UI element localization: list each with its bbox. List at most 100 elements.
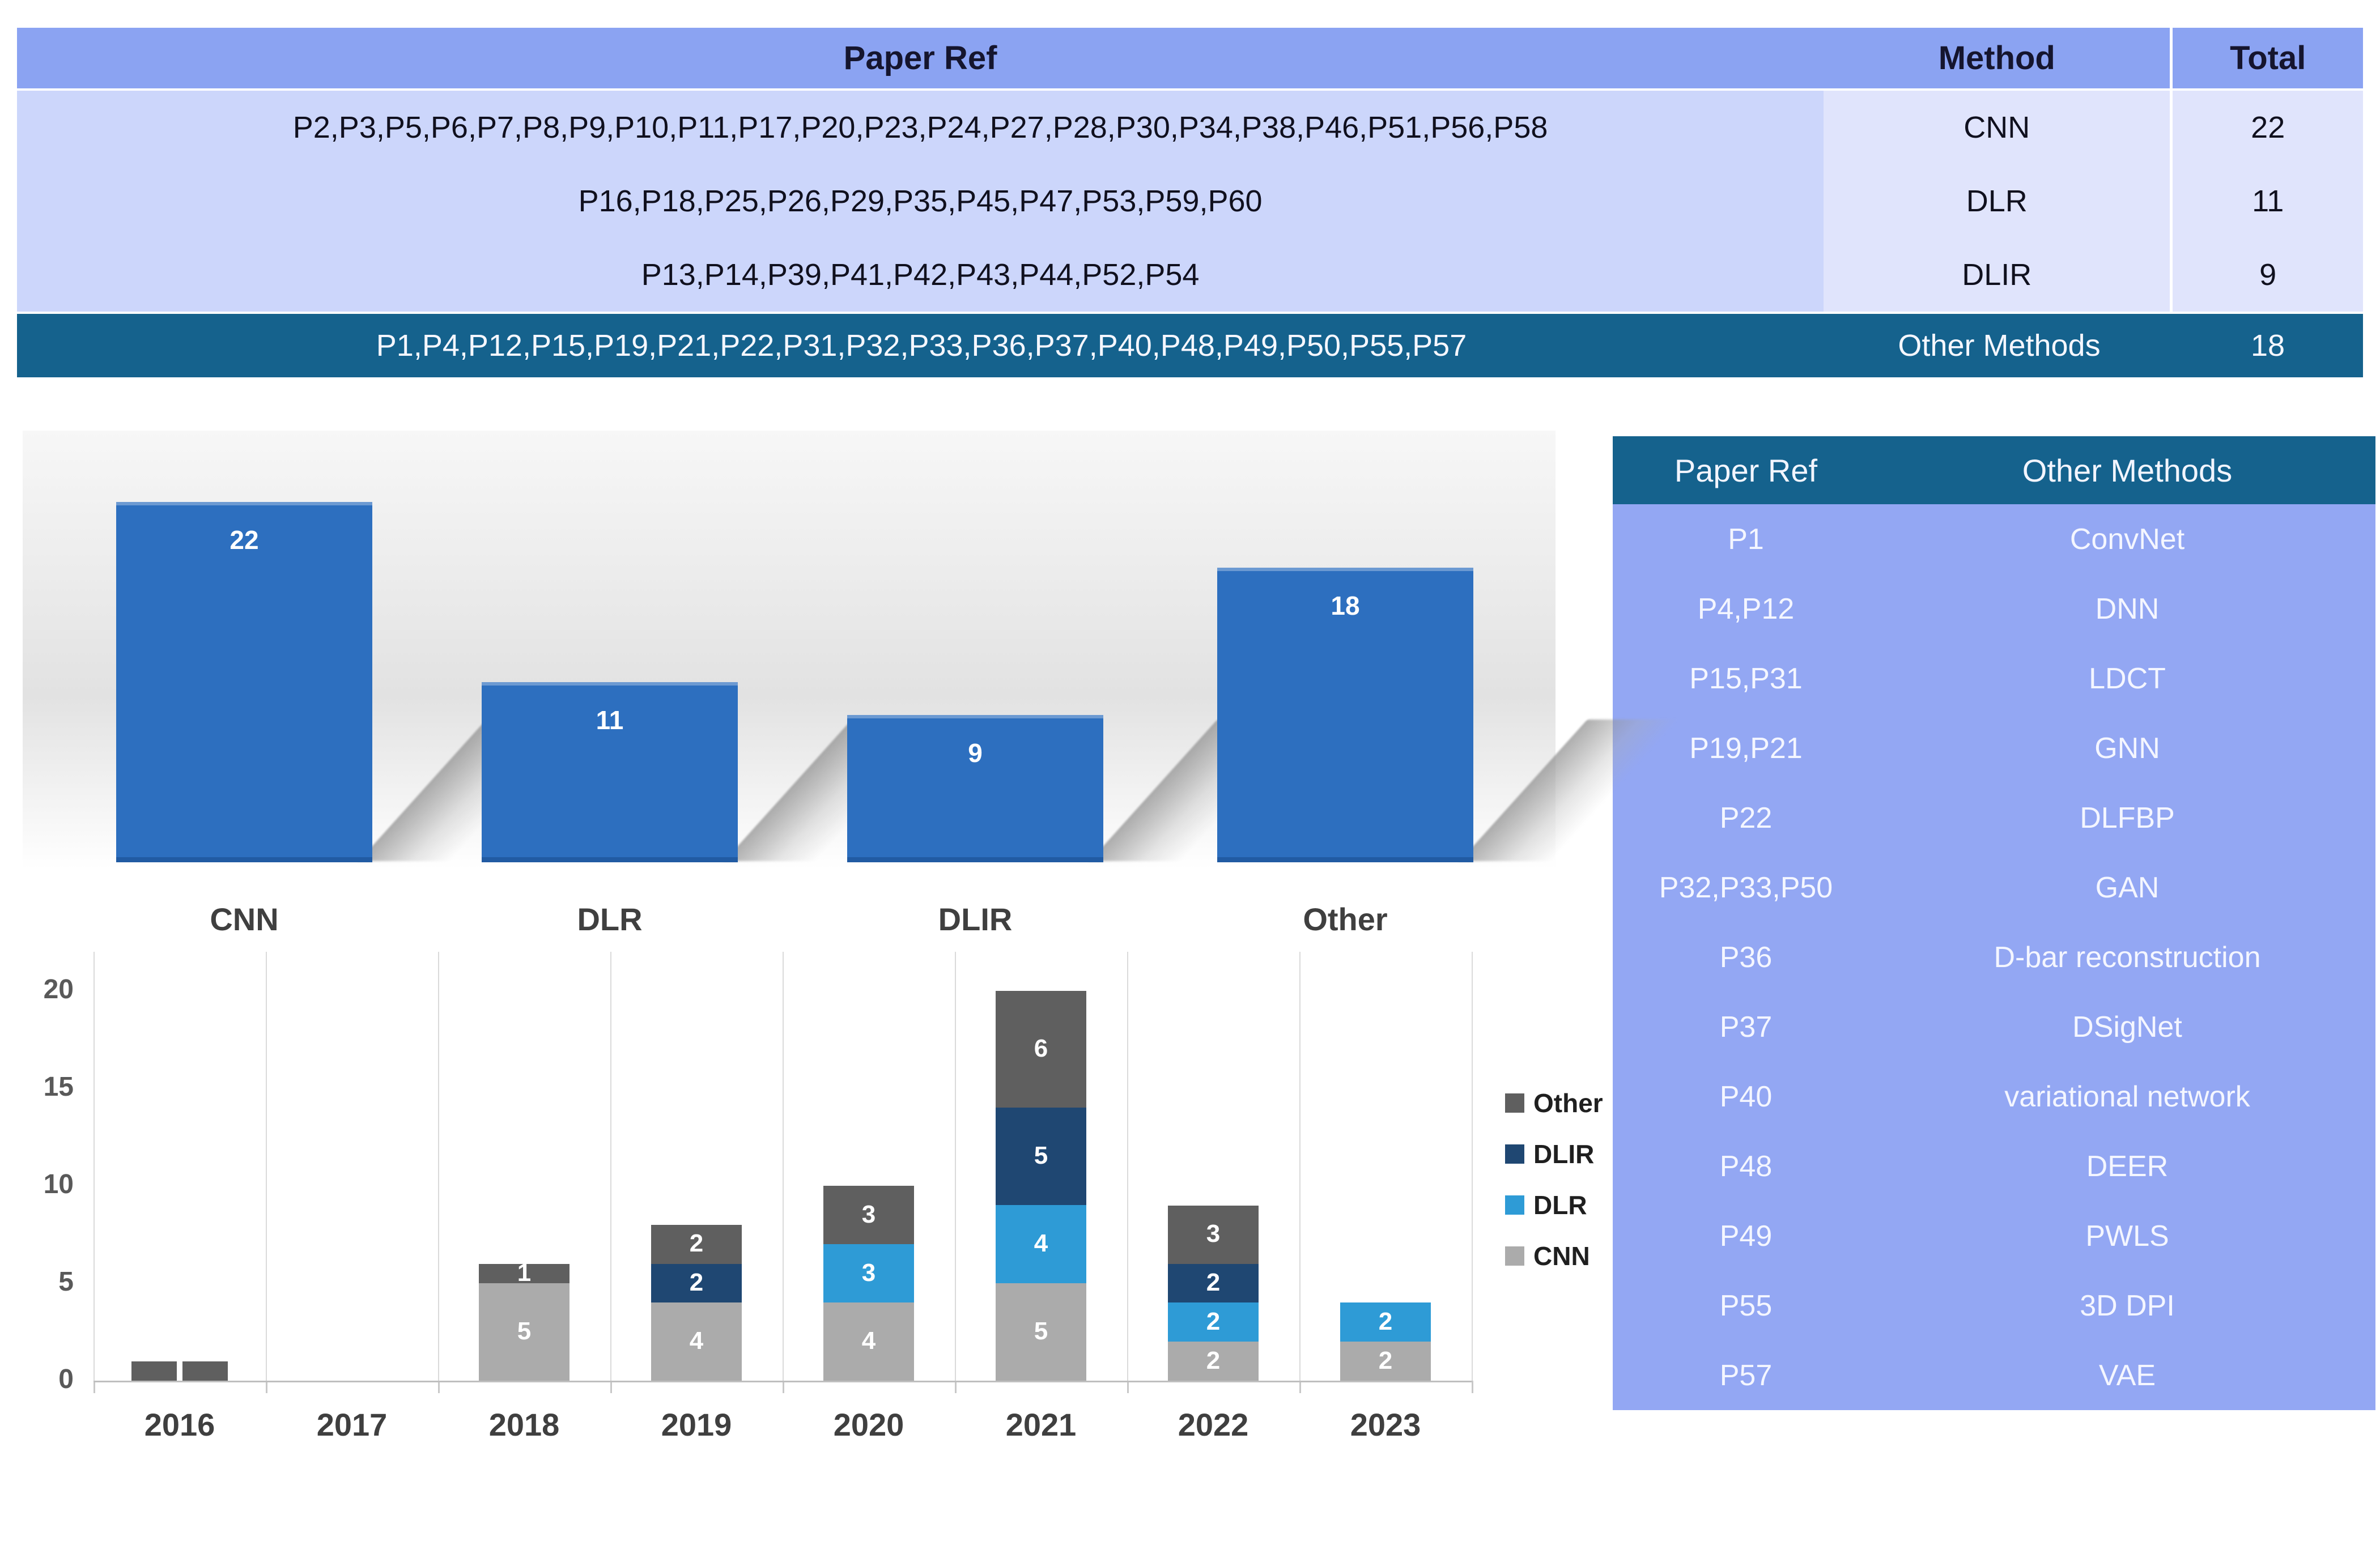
stack-segment-value: 2 [1378,1307,1393,1335]
y-axis-tick-label: 15 [43,1072,74,1102]
stack-segment-dlr [1340,1302,1431,1342]
bar-value-label: 11 [596,705,624,735]
stack-segment-dlr [1168,1302,1259,1342]
paper-refs-cell: P4,P12 [1697,592,1795,625]
paper-refs-cell: P55 [1719,1289,1773,1322]
x-axis-line [94,1381,1472,1382]
paper-refs-cell: P2,P3,P5,P6,P7,P8,P9,P10,P11,P17,P20,P23… [17,91,1824,164]
gridline-vertical [955,952,956,1381]
paper-refs-cell: P57 [1719,1359,1773,1392]
table-row: P55 3D DPI [1613,1271,2375,1340]
stack-segment-value: 2 [1206,1307,1221,1335]
table-row: P13,P14,P39,P41,P42,P43,P44,P52,P54 DLIR 9 [17,238,2363,312]
paper-refs-cell: P48 [1719,1150,1773,1183]
y-axis-tick-label: 5 [58,1267,74,1297]
table-row: P40 variational network [1613,1062,2375,1131]
total-cell: 22 [2170,91,2363,164]
bar-other [1217,568,1473,862]
gridline-vertical [1127,952,1128,1381]
stack-segment-cnn [651,1302,742,1381]
stack-segment-value: 5 [1034,1142,1048,1170]
x-axis-tick [1472,1381,1473,1393]
table-row: P48 DEER [1613,1131,2375,1201]
stack-segment-cnn [479,1283,570,1381]
paper-refs-cell: P32,P33,P50 [1659,871,1833,904]
x-axis-tick [438,1381,440,1393]
other-method-cell: GNN [2094,731,2160,765]
other-method-cell: VAE [2098,1359,2156,1392]
legend-item-dlir: DLIR [1505,1139,1594,1169]
stack-segment-value: 2 [689,1268,704,1296]
other-method-cell: GAN [2095,871,2160,904]
bar-dlir [847,715,1103,862]
bar-value-label: 22 [230,525,259,555]
summary-table-header: Paper Ref Method Total [17,28,2363,91]
legend-label: Other [1533,1088,1603,1118]
stack-segment-value: 2 [689,1229,704,1258]
stack-segment-value: 5 [1034,1317,1048,1345]
paper-refs-cell: P15,P31 [1689,662,1803,695]
col-header-total: Total [2170,28,2363,88]
table-row: P15,P31 LDCT [1613,644,2375,713]
legend-swatch-icon [1505,1246,1524,1266]
stack-segment-value: 3 [861,1258,876,1287]
table-row: P4,P12 DNN [1613,574,2375,644]
stack-segment-dlir [996,1108,1086,1206]
legend-item-cnn: CNN [1505,1241,1590,1271]
stack-segment-value: 2 [1206,1346,1221,1374]
stack-segment-other [651,1224,742,1264]
table-row: P1,P4,P12,P15,P19,P21,P22,P31,P32,P33,P3… [17,314,2363,377]
y-axis-tick-label: 20 [43,974,74,1004]
stack-segment-cnn [823,1302,914,1381]
total-cell: 11 [2170,164,2363,238]
table-row: P49 PWLS [1613,1201,2375,1271]
bar-value-label: 9 [968,738,983,768]
stack-segment-value: 4 [1034,1229,1048,1257]
legend-label: DLR [1533,1190,1587,1220]
mini-bar-2016-left [131,1361,177,1381]
x-axis-tick [1127,1381,1129,1393]
paper-refs-cell: P19,P21 [1689,731,1803,765]
stack-segment-other [996,991,1086,1108]
methods-bar-chart: 22 CNN 11 DLR 9 DLIR 18 Other [23,431,1684,940]
y-axis-tick-label: 0 [58,1364,74,1394]
paper-refs-cell: P49 [1719,1219,1773,1253]
paper-refs-cell: P16,P18,P25,P26,P29,P35,P45,P47,P53,P59,… [17,164,1824,238]
col-header-method: Method [1938,40,2055,76]
stack-segment-value: 6 [1034,1035,1048,1063]
other-method-cell: PWLS [2085,1219,2169,1253]
other-methods-table: Paper Ref Other Methods P1 ConvNet P4,P12 D… [1613,436,2375,1410]
other-method-cell: variational network [2004,1080,2250,1113]
stack-segment-dlir [651,1263,742,1303]
paper-refs-cell: P22 [1719,801,1773,835]
x-axis-tick [1299,1381,1301,1393]
legend-label: CNN [1533,1241,1590,1271]
paper-refs-cell: P37 [1719,1010,1773,1044]
other-method-cell: D-bar reconstruction [1994,940,2261,974]
stack-segment-value: 5 [517,1317,532,1345]
paper-refs-cell: P40 [1719,1080,1773,1113]
gridline-vertical [1472,952,1473,1381]
x-axis-year-label: 2019 [661,1407,732,1442]
table-row: P2,P3,P5,P6,P7,P8,P9,P10,P11,P17,P20,P23… [17,91,2363,164]
table-row: P36 D-bar reconstruction [1613,922,2375,992]
gridline-vertical [1299,952,1300,1381]
x-axis-tick [783,1381,784,1393]
method-cell: CNN [1824,91,2170,164]
table-row: P19,P21 GNN [1613,713,2375,783]
table-row: P37 DSigNet [1613,992,2375,1062]
x-axis-year-label: 2021 [1005,1407,1077,1442]
summary-table-body: P2,P3,P5,P6,P7,P8,P9,P10,P11,P17,P20,P23… [17,91,2363,377]
y-axis-tick-label: 10 [43,1169,74,1199]
bar-value-label: 18 [1331,591,1360,620]
table-row: P22 DLFBP [1613,783,2375,853]
table-row: P1 ConvNet [1613,504,2375,574]
other-method-cell: DEER [2086,1150,2169,1183]
stack-segment-value: 1 [517,1259,532,1287]
x-axis-year-label: 2020 [833,1407,904,1442]
col-header-paper-ref: Paper Ref [1674,452,1818,488]
paper-refs-cell: P13,P14,P39,P41,P42,P43,P44,P52,P54 [17,238,1824,312]
bar-cnn [116,502,372,862]
stack-segment-other [823,1186,914,1245]
